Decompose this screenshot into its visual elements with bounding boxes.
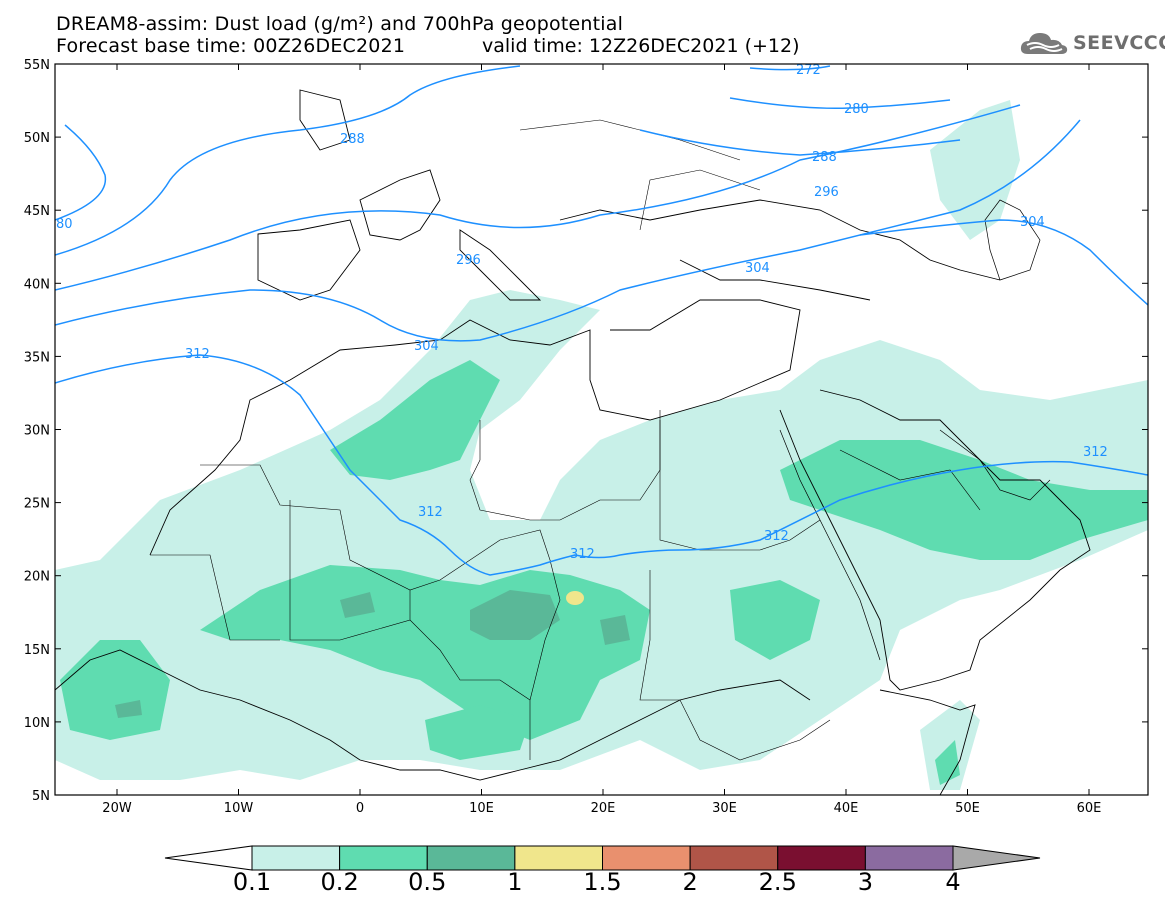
contour-label: 312 bbox=[1083, 445, 1108, 460]
forecast-base-time: Forecast base time: 00Z26DEC2021 bbox=[56, 35, 406, 57]
lon-label: 0 bbox=[356, 801, 364, 816]
contour-label: 280 bbox=[844, 102, 869, 117]
contour-label: 312 bbox=[764, 529, 789, 544]
colorbar-swatch bbox=[689, 845, 779, 871]
lat-label: 25N bbox=[24, 497, 50, 512]
colorbar-label: 0.5 bbox=[408, 868, 447, 896]
geopotential-contours bbox=[55, 65, 1148, 576]
colorbar-swatch bbox=[426, 845, 516, 871]
lat-label: 50N bbox=[24, 131, 50, 146]
lat-label: 15N bbox=[24, 643, 50, 658]
colorbar-label: 1 bbox=[507, 868, 523, 896]
contour-label: 272 bbox=[796, 63, 821, 78]
contour-label: 80 bbox=[56, 217, 73, 232]
lat-label: 55N bbox=[24, 58, 50, 73]
dust-shading-dark bbox=[115, 590, 630, 718]
contour-label: 312 bbox=[570, 547, 595, 562]
lat-label: 45N bbox=[24, 204, 50, 219]
lon-label: 60E bbox=[1077, 801, 1102, 816]
colorbar-swatch bbox=[602, 845, 691, 871]
colorbar-high-arrow bbox=[952, 845, 1041, 871]
contour-label: 304 bbox=[745, 261, 770, 276]
contour-label: 304 bbox=[1020, 215, 1045, 230]
contour-labels: 272 280 288 296 304 312 312 312 312 312 … bbox=[56, 63, 1108, 562]
coastlines bbox=[55, 89, 1091, 795]
lon-label: 30E bbox=[712, 801, 737, 816]
contour-label: 304 bbox=[414, 339, 439, 354]
colorbar-swatch bbox=[864, 845, 954, 871]
colorbar bbox=[164, 845, 1041, 871]
colorbar-label: 0.1 bbox=[232, 868, 272, 896]
lat-label: 20N bbox=[24, 570, 50, 585]
lat-label: 30N bbox=[24, 424, 50, 439]
colorbar-swatch bbox=[777, 845, 866, 871]
colorbar-label: 1.5 bbox=[583, 868, 622, 896]
latitude-axis: 55N 50N 45N 40N 35N 30N 25N 20N 15N 10N 5N bbox=[24, 58, 1148, 804]
dust-peak-yellow bbox=[566, 591, 584, 605]
colorbar-swatch bbox=[251, 845, 341, 871]
lon-label: 20E bbox=[591, 801, 616, 816]
contour-label: 296 bbox=[814, 185, 839, 200]
map-title: DREAM8-assim: Dust load (g/m²) and 700hP… bbox=[56, 13, 624, 35]
caspian-sea bbox=[984, 199, 1041, 281]
lat-label: 5N bbox=[32, 789, 50, 804]
red-sea bbox=[779, 429, 881, 661]
colorbar-label: 4 bbox=[945, 868, 961, 896]
lon-label: 10E bbox=[469, 801, 494, 816]
colorbar-label: 2 bbox=[682, 868, 698, 896]
contour-label: 312 bbox=[418, 505, 443, 520]
contour-label: 312 bbox=[185, 347, 210, 362]
longitude-axis: 20W 10W 0 10E 20E 30E 40E 50E 60E bbox=[102, 64, 1101, 816]
persian-gulf bbox=[939, 429, 1051, 501]
contour-label: 296 bbox=[456, 253, 481, 268]
seevccc-logo: SEEVCCC bbox=[1018, 28, 1165, 60]
lon-label: 20W bbox=[102, 801, 132, 816]
lat-label: 35N bbox=[24, 350, 50, 365]
colorbar-low-arrow bbox=[164, 845, 253, 871]
lat-label: 40N bbox=[24, 277, 50, 292]
country-borders bbox=[150, 119, 981, 761]
colorbar-label: 3 bbox=[857, 868, 874, 896]
contour-label: 288 bbox=[812, 150, 837, 165]
lon-label: 40E bbox=[834, 801, 859, 816]
lat-label: 10N bbox=[24, 716, 50, 731]
colorbar-swatch bbox=[339, 845, 428, 871]
dust-shading-light bbox=[55, 100, 1148, 790]
contour-label: 288 bbox=[340, 132, 365, 147]
colorbar-label: 2.5 bbox=[758, 868, 797, 896]
colorbar-label: 0.2 bbox=[320, 868, 359, 896]
lon-label: 50E bbox=[955, 801, 980, 816]
cloud-icon bbox=[1020, 33, 1068, 54]
logo-text: SEEVCCC bbox=[1073, 32, 1165, 54]
colorbar-swatch bbox=[514, 845, 603, 871]
valid-time: valid time: 12Z26DEC2021 (+12) bbox=[482, 35, 800, 57]
lon-label: 10W bbox=[224, 801, 254, 816]
